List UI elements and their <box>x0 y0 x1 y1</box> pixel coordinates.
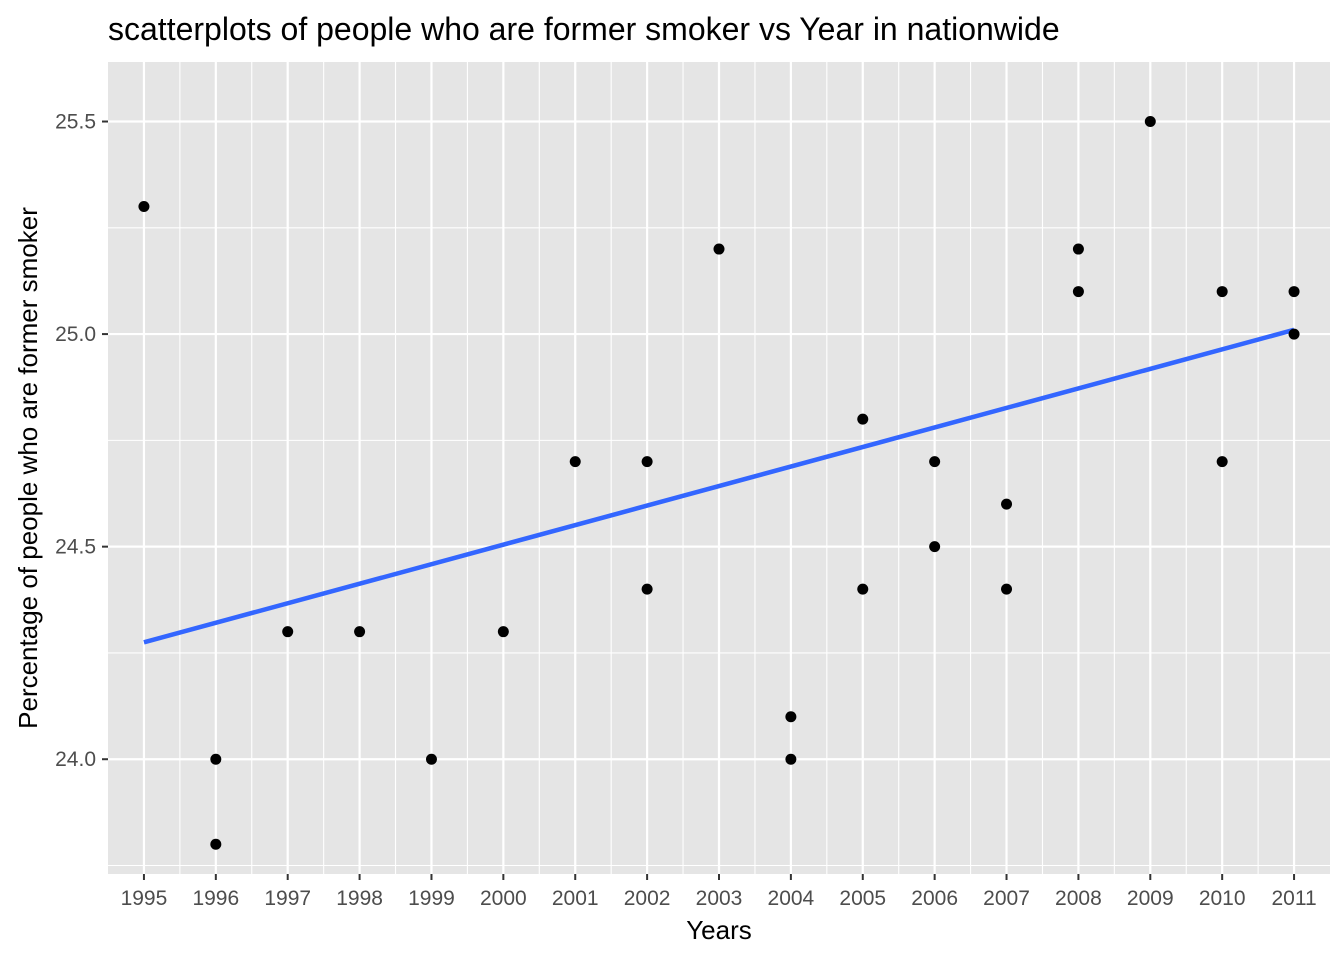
data-point <box>210 753 222 765</box>
data-point <box>641 583 653 595</box>
y-tick-label: 24.0 <box>55 748 96 771</box>
data-point <box>138 201 150 213</box>
data-point <box>1001 583 1013 595</box>
x-tick-label: 1999 <box>408 887 455 910</box>
data-point <box>929 541 941 553</box>
x-tick-label: 2000 <box>480 887 527 910</box>
x-tick-label: 1995 <box>121 887 168 910</box>
data-point <box>1216 456 1228 468</box>
major-gridlines <box>108 62 1330 874</box>
data-point <box>1288 328 1300 340</box>
data-point <box>1216 286 1228 298</box>
data-point <box>1072 243 1084 255</box>
x-tick-label: 2006 <box>911 887 958 910</box>
x-axis-title: Years <box>686 915 752 945</box>
data-point <box>785 753 797 765</box>
data-point <box>425 753 437 765</box>
data-point <box>569 456 581 468</box>
data-point <box>1072 286 1084 298</box>
data-point <box>1144 116 1156 128</box>
trend-line <box>143 327 1295 645</box>
x-tick-label: 2008 <box>1055 887 1102 910</box>
data-point <box>713 243 725 255</box>
x-tick-label: 1998 <box>336 887 383 910</box>
y-tick-label: 24.5 <box>55 536 96 559</box>
data-point <box>857 583 869 595</box>
data-point <box>1288 286 1300 298</box>
data-point <box>1001 498 1013 510</box>
data-point <box>210 838 222 850</box>
x-tick-label: 2003 <box>696 887 743 910</box>
x-tick-label: 1996 <box>192 887 239 910</box>
chart-title: scatterplots of people who are former sm… <box>108 11 1060 47</box>
data-point <box>785 711 797 723</box>
x-tick-label: 2002 <box>624 887 671 910</box>
data-point <box>929 456 941 468</box>
data-point <box>497 626 509 638</box>
x-tick-label: 2007 <box>983 887 1030 910</box>
x-tick-label: 2005 <box>839 887 886 910</box>
trend-line-group <box>143 327 1295 645</box>
y-tick-label: 25.5 <box>55 111 96 134</box>
y-tick-label: 25.0 <box>55 323 96 346</box>
x-tick-label: 1997 <box>264 887 311 910</box>
data-point <box>641 456 653 468</box>
x-tick-label: 2004 <box>768 887 815 910</box>
x-tick-label: 2001 <box>552 887 599 910</box>
x-tick-label: 2009 <box>1127 887 1174 910</box>
y-axis-ticks: 24.0 24.5 25.0 25.5 <box>55 111 108 771</box>
data-point <box>282 626 294 638</box>
data-point <box>354 626 366 638</box>
y-axis-title: Percentage of people who are former smok… <box>13 207 43 729</box>
data-point <box>857 413 869 425</box>
data-points <box>138 116 1300 850</box>
x-axis-ticks: 1995 1996 1997 1998 1999 2000 2001 2002 2003 2004… <box>121 874 1317 910</box>
x-tick-label: 2011 <box>1271 887 1316 910</box>
minor-gridlines <box>108 62 1330 874</box>
x-tick-label: 2010 <box>1199 887 1246 910</box>
